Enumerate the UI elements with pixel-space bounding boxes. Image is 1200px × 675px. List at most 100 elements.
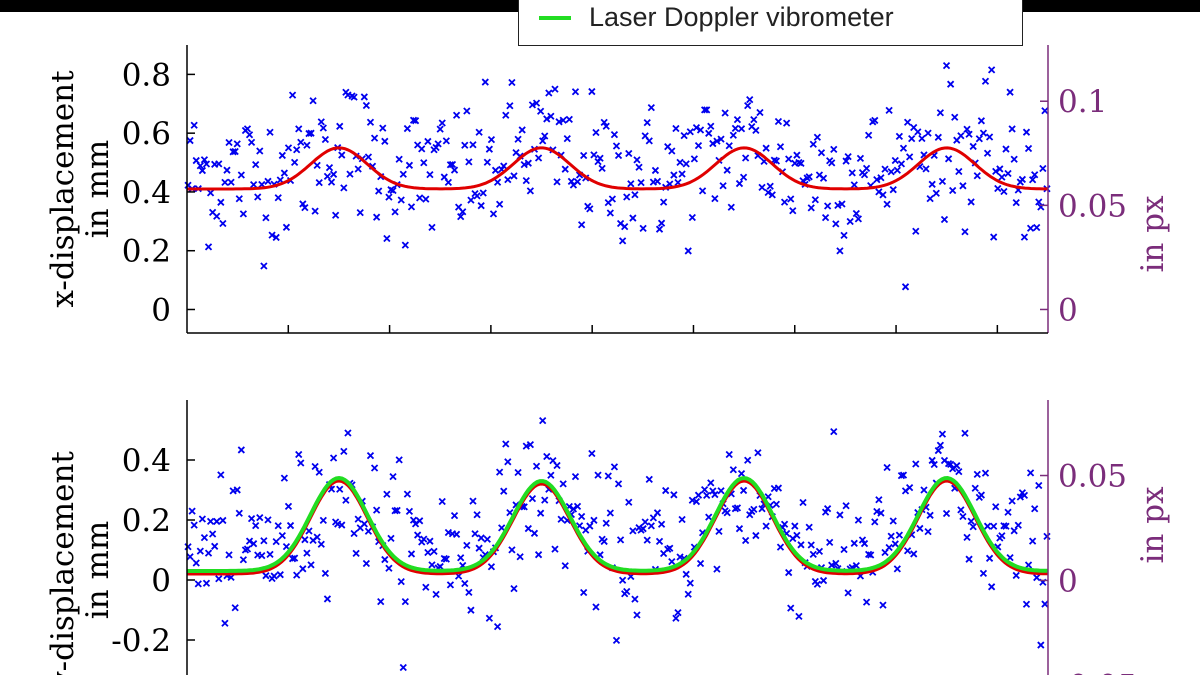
data-point <box>520 161 528 169</box>
data-point <box>258 551 266 560</box>
data-point <box>188 507 196 515</box>
data-point <box>288 555 297 563</box>
data-point <box>483 158 491 166</box>
data-point <box>215 160 223 168</box>
data-point <box>1004 508 1012 516</box>
data-point <box>366 118 375 126</box>
data-point <box>409 116 418 124</box>
data-point <box>1008 125 1016 133</box>
data-point <box>356 208 364 217</box>
data-point <box>1031 171 1039 179</box>
data-point <box>323 172 332 181</box>
data-point <box>577 221 586 229</box>
data-point <box>1031 505 1039 513</box>
data-point <box>239 210 248 218</box>
data-point <box>243 545 252 553</box>
data-point <box>551 545 559 553</box>
data-point <box>473 511 481 519</box>
data-point <box>643 536 651 544</box>
data-point <box>850 181 858 189</box>
data-point <box>305 129 313 138</box>
data-point <box>541 496 549 504</box>
data-point <box>785 155 793 163</box>
data-point <box>647 103 655 112</box>
data-point <box>879 601 887 609</box>
data-point <box>526 187 535 195</box>
data-point <box>696 126 705 134</box>
data-point <box>727 203 735 211</box>
data-point <box>905 483 914 492</box>
data-point <box>772 157 781 165</box>
y-tick-label: 0 <box>151 563 171 599</box>
data-point <box>442 555 450 563</box>
data-point <box>895 132 904 141</box>
data-point <box>639 525 647 533</box>
data-point <box>643 119 651 127</box>
data-point <box>772 500 781 508</box>
data-point <box>705 129 713 137</box>
data-point <box>893 166 901 174</box>
data-point <box>553 178 561 186</box>
data-point <box>399 663 407 672</box>
data-point <box>756 108 764 117</box>
data-point <box>336 485 344 493</box>
data-point <box>1022 128 1031 136</box>
data-point <box>705 513 713 521</box>
legend: Laser Doppler vibrometer <box>518 0 1023 46</box>
data-point <box>461 579 469 588</box>
data-point <box>838 200 846 208</box>
data-point <box>678 515 686 524</box>
data-point <box>627 180 635 188</box>
data-point <box>946 80 955 88</box>
data-point <box>401 598 409 606</box>
data-point <box>198 166 207 175</box>
data-point <box>789 207 797 215</box>
data-point <box>231 147 239 156</box>
data-point <box>571 472 580 481</box>
data-point <box>293 146 301 154</box>
data-point <box>600 118 608 127</box>
data-point <box>819 576 828 585</box>
data-point <box>543 115 551 123</box>
data-point <box>1024 561 1033 569</box>
data-point <box>530 529 539 537</box>
data-point <box>647 522 655 530</box>
data-point <box>192 559 200 567</box>
data-point <box>405 507 414 516</box>
data-point <box>299 565 307 573</box>
data-point <box>957 506 965 514</box>
data-point <box>266 128 274 136</box>
data-point <box>393 506 401 515</box>
data-point <box>483 535 491 543</box>
data-point <box>832 559 840 568</box>
data-point <box>608 195 617 203</box>
data-point <box>889 517 897 525</box>
data-point <box>1020 233 1029 241</box>
data-point <box>817 149 826 157</box>
data-point <box>908 135 916 143</box>
data-point <box>983 149 992 157</box>
data-point <box>631 191 639 199</box>
data-point <box>444 178 453 186</box>
data-point <box>862 164 871 173</box>
data-point <box>186 553 194 561</box>
data-point <box>436 562 444 571</box>
data-point <box>299 200 307 208</box>
data-point <box>200 533 209 542</box>
data-point <box>834 201 842 210</box>
data-point <box>385 564 393 572</box>
data-point <box>536 107 545 115</box>
data-point <box>288 91 297 99</box>
data-point <box>602 122 610 130</box>
legend-label-ldv: Laser Doppler vibrometer <box>589 2 894 32</box>
data-point <box>252 522 260 530</box>
data-point <box>668 147 676 155</box>
data-point <box>832 220 840 228</box>
data-point <box>190 521 198 529</box>
data-point <box>432 143 440 152</box>
data-point <box>504 458 512 466</box>
data-point <box>914 128 922 136</box>
data-point <box>1010 527 1018 535</box>
data-point <box>811 196 819 204</box>
data-point <box>202 579 211 587</box>
